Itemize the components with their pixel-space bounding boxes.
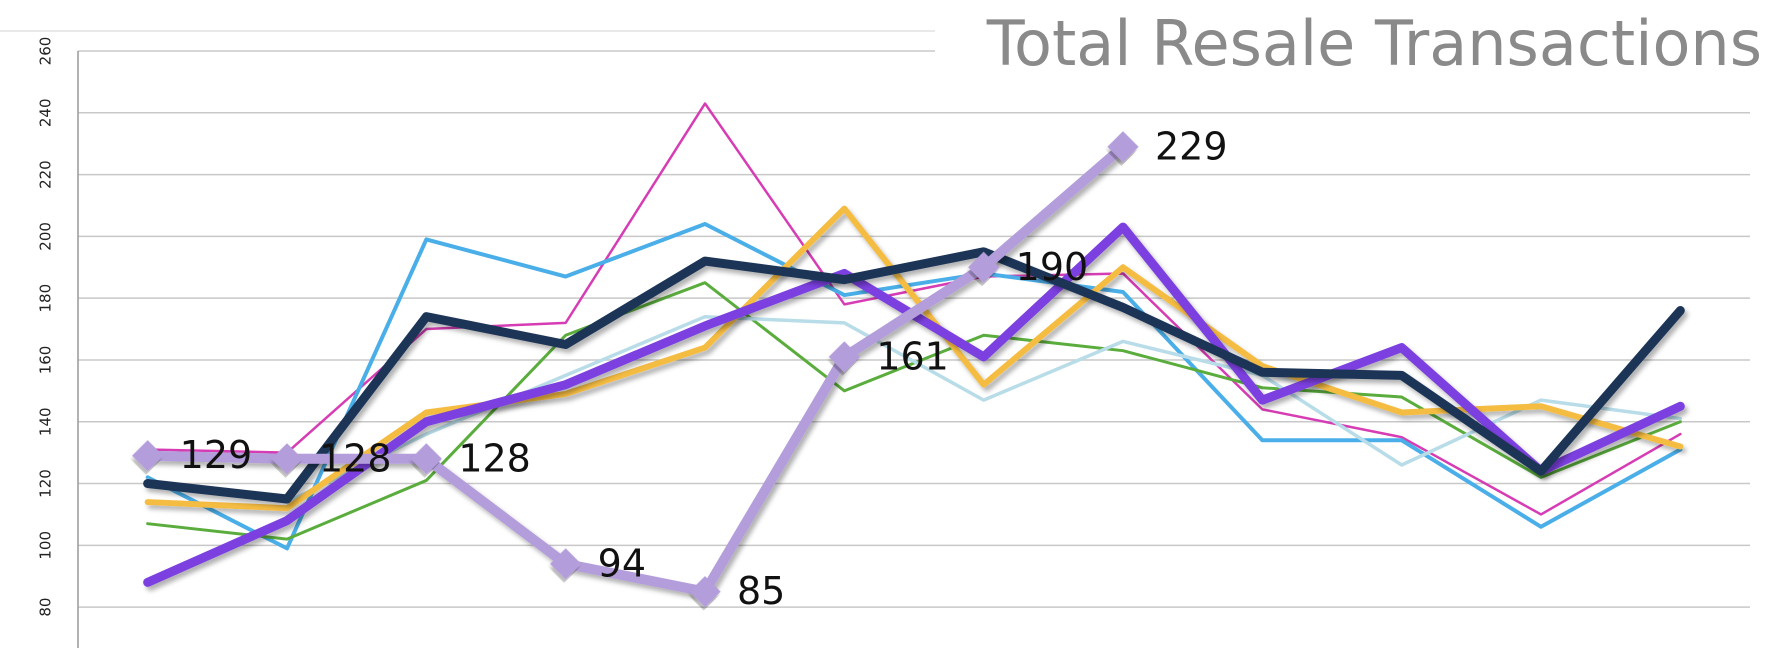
grid: 80 100 120 140 160 180 200 220 240 260: [37, 37, 1750, 617]
series-line: [145, 314, 1683, 504]
data-label: 128: [319, 436, 392, 480]
chart-title: Total Resale Transactions: [986, 7, 1762, 80]
series-line: [143, 247, 1685, 504]
labels: 129 128 128 94 85 161 190 229: [180, 124, 1228, 613]
marker: [132, 440, 164, 472]
data-label: 94: [598, 541, 646, 585]
y-tick-label: 160: [37, 346, 55, 375]
series-line: [144, 205, 1684, 512]
data-label: 161: [876, 334, 949, 378]
data-label: 85: [737, 569, 785, 613]
data-label: 128: [458, 436, 531, 480]
y-tick-label: 260: [37, 37, 55, 66]
data-label: 190: [1016, 245, 1089, 289]
y-tick-label: 80: [37, 598, 55, 617]
y-tick-label: 220: [37, 160, 55, 189]
marker: [271, 443, 303, 475]
y-tick-label: 120: [37, 469, 55, 498]
data-label: 229: [1155, 124, 1228, 168]
y-tick-label: 240: [37, 98, 55, 127]
y-tick-label: 200: [37, 222, 55, 251]
data-label: 129: [180, 433, 253, 477]
marker: [828, 341, 860, 373]
title-bg: [935, 0, 1788, 88]
series-line: [142, 141, 1128, 597]
marker: [968, 251, 1000, 283]
y-tick-label: 100: [37, 531, 55, 560]
y-tick-label: 180: [37, 284, 55, 313]
y-tick-label: 140: [37, 407, 55, 436]
marker: [410, 443, 442, 475]
series: [132, 102, 1685, 608]
